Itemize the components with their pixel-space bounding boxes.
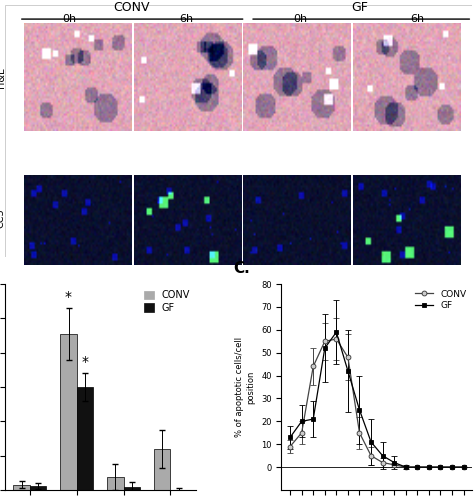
Text: C.: C.	[233, 261, 250, 276]
Legend: CONV, GF: CONV, GF	[139, 286, 193, 316]
Legend: CONV, GF: CONV, GF	[411, 286, 469, 314]
Bar	[13, 485, 30, 490]
Bar	[77, 387, 93, 490]
Bar	[60, 334, 77, 490]
FancyBboxPatch shape	[5, 5, 471, 256]
Bar	[154, 449, 170, 490]
Text: 6h: 6h	[178, 14, 193, 24]
Text: 0h: 0h	[62, 14, 76, 24]
Text: H&E: H&E	[0, 66, 6, 87]
Text: A.: A.	[10, 0, 27, 2]
Text: 0h: 0h	[293, 14, 307, 24]
Text: CONV: CONV	[113, 1, 149, 14]
Y-axis label: % of apoptotic cells/cell
position: % of apoptotic cells/cell position	[235, 337, 255, 437]
Bar	[30, 486, 46, 490]
Text: *: *	[81, 354, 88, 368]
Text: 6h: 6h	[409, 14, 424, 24]
Text: CC3: CC3	[0, 209, 6, 229]
Bar	[123, 486, 140, 490]
Text: *: *	[65, 290, 72, 304]
Bar	[107, 477, 123, 490]
Text: GF: GF	[351, 1, 367, 14]
